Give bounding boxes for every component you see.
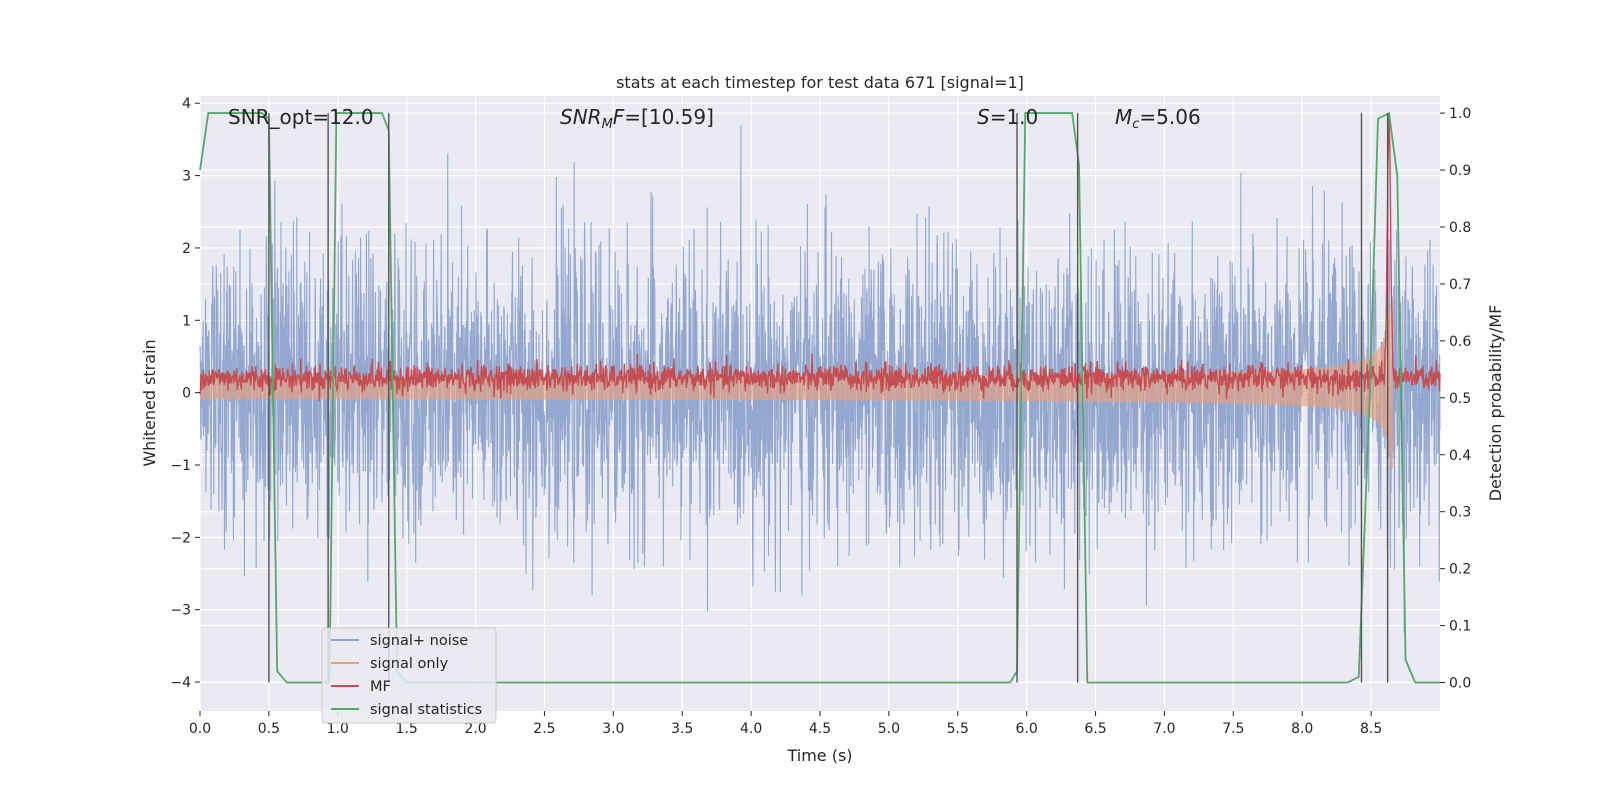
x-tick-label: 0.5 [258, 721, 280, 737]
y-axis-left-label: Whitened strain [140, 339, 159, 466]
x-tick-label: 6.0 [1016, 721, 1038, 737]
detection-vlines [268, 113, 1389, 683]
x-tick-label: 2.0 [464, 721, 486, 737]
y-left-tick-label: 0 [182, 386, 191, 402]
annotation-snr-mf-f: F [613, 105, 625, 129]
y-left-tick-label: 4 [182, 96, 191, 112]
y-right-tick-label: 0.2 [1449, 562, 1471, 578]
x-tick-label: 5.5 [947, 721, 969, 737]
y-left-tick-label: 1 [182, 313, 191, 329]
legend-frame [321, 627, 497, 724]
y-left-tick-label: −2 [170, 530, 191, 546]
annotation-snr-opt: SNR_opt=12.0 [228, 105, 374, 129]
annotation-s-label: S [977, 105, 990, 129]
annotation-s-value: =1.0 [990, 105, 1039, 129]
legend-label-signal-only: signal only [370, 656, 449, 672]
x-tick-label: 2.5 [533, 721, 555, 737]
series-mf [199, 114, 1441, 402]
x-tick-label: 0.0 [189, 721, 211, 737]
x-tick-label: 6.5 [1084, 721, 1106, 737]
annotation-mc: Mc=5.06 [1115, 105, 1201, 132]
y-left-tick-label: 3 [182, 169, 191, 185]
annotation-mc-value: =5.06 [1139, 105, 1200, 129]
x-axis-ticks: 0.0 0.5 1.0 1.5 2.0 2.5 3.0 3.5 4.0 4.5 5.0 5.5 6.0 6… [189, 711, 1382, 737]
x-tick-label: 7.5 [1222, 721, 1244, 737]
y-axis-right-ticks: 1.0 0.9 0.8 0.7 0.6 0.5 0.4 0.3 0.2 0.1 0.0 [1440, 106, 1471, 692]
legend-label-signal-statistics: signal statistics [370, 702, 482, 718]
legend: signal+ noise signal only MF signal stat… [321, 627, 497, 724]
annotation-snr-mf-sub: M [602, 117, 613, 132]
x-tick-label: 3.0 [602, 721, 624, 737]
y-right-tick-label: 0.7 [1449, 277, 1471, 293]
y-right-tick-label: 0.1 [1449, 619, 1471, 635]
annotation-mc-sub: c [1132, 117, 1139, 132]
y-right-tick-label: 0.9 [1449, 163, 1471, 179]
y-right-tick-label: 0.6 [1449, 334, 1471, 350]
series-signal-noise [199, 124, 1441, 633]
annotation-mc-label: M [1115, 105, 1132, 129]
x-axis-label: Time (s) [786, 746, 852, 765]
y-left-tick-label: −3 [170, 603, 191, 619]
y-left-tick-label: −4 [170, 675, 191, 691]
y-left-tick-label: −1 [170, 458, 191, 474]
x-tick-label: 8.5 [1360, 721, 1382, 737]
legend-label-signal-noise: signal+ noise [370, 633, 468, 649]
y-right-tick-label: 0.4 [1449, 448, 1471, 464]
x-tick-label: 4.0 [740, 721, 762, 737]
x-tick-label: 8.0 [1291, 721, 1313, 737]
legend-label-mf: MF [370, 679, 391, 695]
annotation-s: S=1.0 [977, 105, 1038, 129]
annotation-snr-mf-value: =[10.59] [624, 105, 714, 129]
x-tick-label: 4.5 [809, 721, 831, 737]
annotation-snr-mf: SNRMF=[10.59] [560, 105, 714, 132]
x-tick-label: 1.0 [327, 721, 349, 737]
annotation-snr-mf-label: SNR [560, 105, 602, 129]
x-tick-label: 5.0 [878, 721, 900, 737]
y-right-tick-label: 0.3 [1449, 505, 1471, 521]
y-left-tick-label: 2 [182, 241, 191, 257]
y-right-tick-label: 0.0 [1449, 676, 1471, 692]
x-tick-label: 3.5 [671, 721, 693, 737]
x-tick-label: 1.5 [396, 721, 418, 737]
y-right-tick-label: 0.5 [1449, 391, 1471, 407]
chart-title: stats at each timestep for test data 671… [616, 73, 1024, 92]
y-right-tick-label: 0.8 [1449, 220, 1471, 236]
x-tick-label: 7.0 [1153, 721, 1175, 737]
y-right-tick-label: 1.0 [1449, 106, 1471, 122]
y-axis-left-ticks: 4 3 2 1 0 −1 −2 −3 −4 [170, 96, 200, 691]
y-axis-right-label: Detection probability/MF [1486, 305, 1505, 502]
